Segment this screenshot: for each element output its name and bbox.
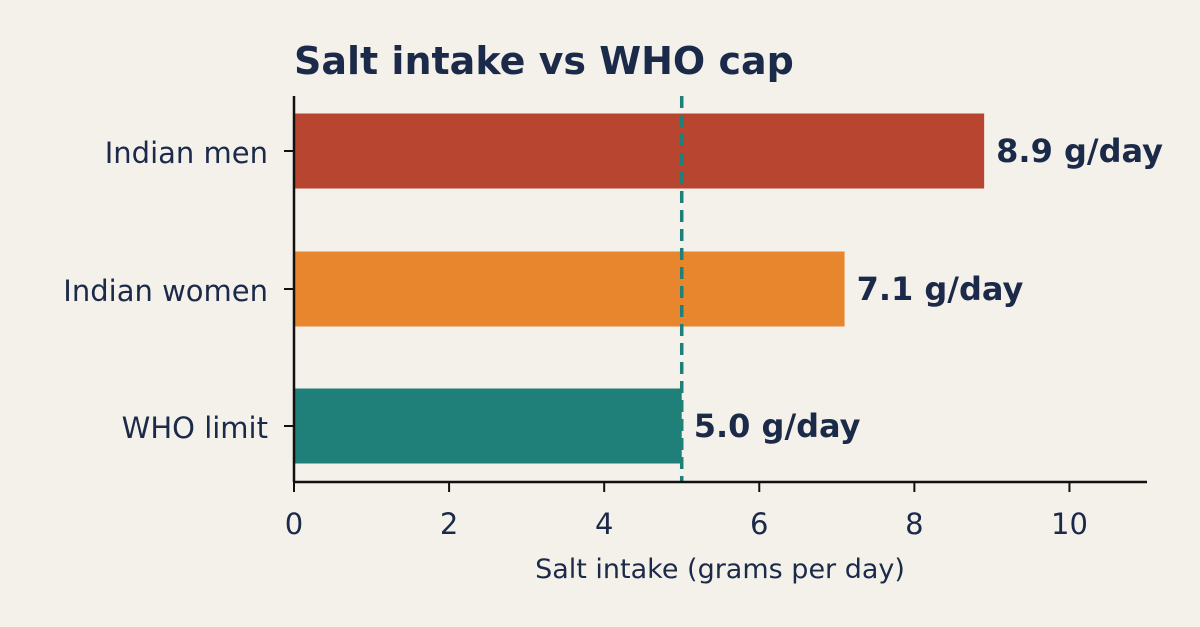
bar-2 — [294, 388, 682, 464]
value-label-2: 5.0 g/day — [694, 407, 861, 445]
value-label-1: 7.1 g/day — [857, 270, 1024, 308]
category-label-0: Indian men — [105, 136, 268, 170]
x-tick-label-2: 4 — [595, 507, 613, 541]
x-tick-label-4: 8 — [905, 507, 923, 541]
bar-0 — [294, 113, 985, 189]
chart-title: Salt intake vs WHO cap — [294, 39, 794, 83]
x-tick-label-5: 10 — [1051, 507, 1088, 541]
x-tick-label-1: 2 — [440, 507, 458, 541]
value-label-0: 8.9 g/day — [996, 132, 1163, 170]
x-tick-label-0: 0 — [285, 507, 303, 541]
x-axis-label: Salt intake (grams per day) — [535, 554, 905, 585]
category-label-2: WHO limit — [122, 411, 268, 445]
x-tick-label-3: 6 — [750, 507, 768, 541]
bar-1 — [294, 251, 845, 327]
category-label-1: Indian women — [63, 274, 268, 308]
